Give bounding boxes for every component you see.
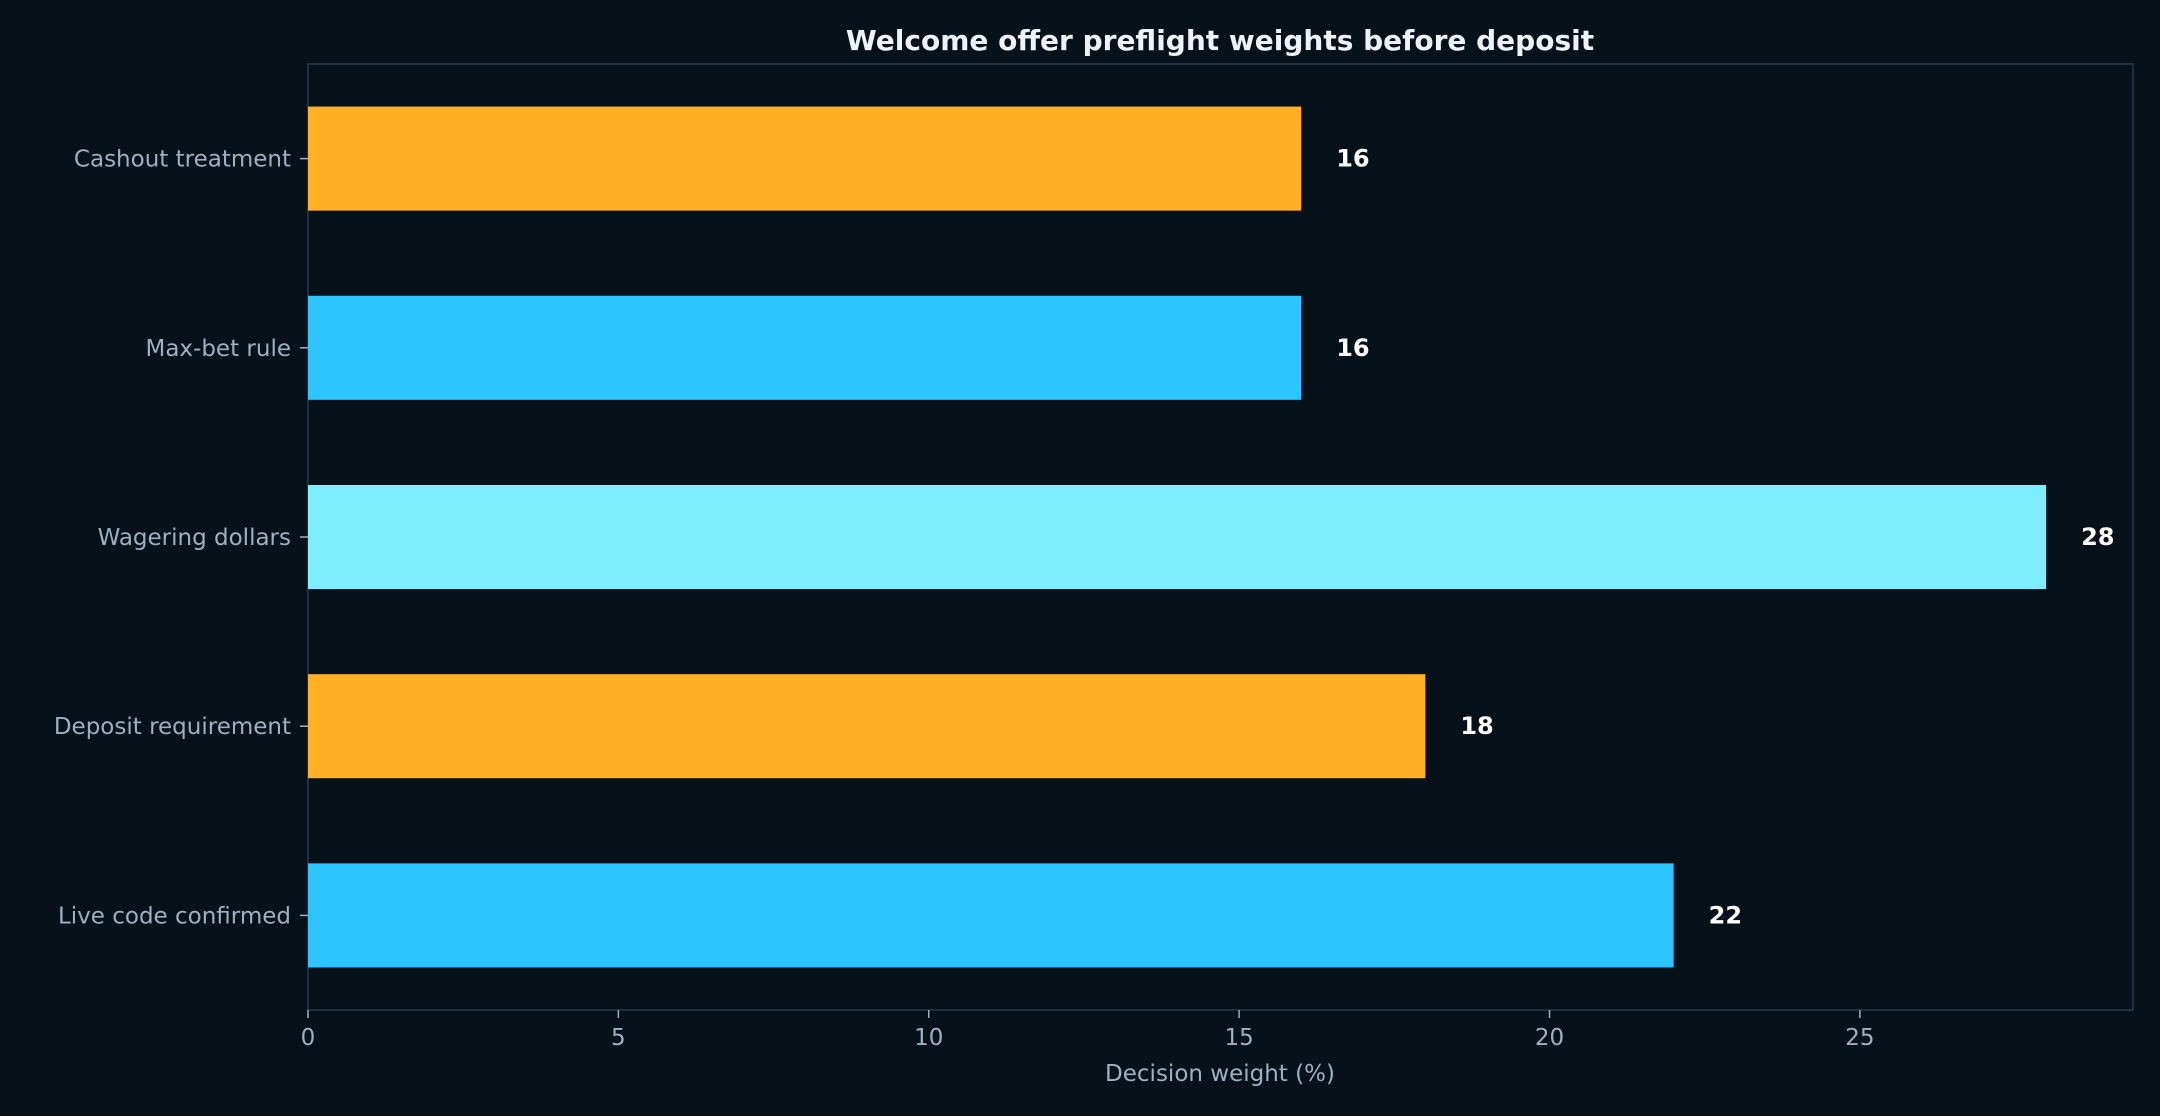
bar-value-label: 22 bbox=[1709, 901, 1742, 929]
value-labels-layer: 16 16 28 18 22 bbox=[1336, 145, 2114, 930]
y-tick-label: Wagering dollars bbox=[98, 525, 291, 551]
x-tick-label: 0 bbox=[301, 1025, 316, 1051]
bar-value-label: 16 bbox=[1336, 145, 1369, 173]
x-tick-label: 15 bbox=[1224, 1025, 1253, 1051]
bars-layer bbox=[308, 106, 2047, 968]
bar bbox=[308, 674, 1426, 779]
x-tick-label: 20 bbox=[1535, 1025, 1564, 1051]
y-tick-label: Deposit requirement bbox=[54, 714, 291, 740]
bar-value-label: 16 bbox=[1336, 334, 1369, 362]
y-tick-label: Cashout treatment bbox=[74, 147, 291, 173]
bar-value-label: 18 bbox=[1460, 712, 1493, 740]
x-tick-label: 25 bbox=[1845, 1025, 1874, 1051]
x-axis: 0 5 10 15 20 25 bbox=[301, 1010, 1875, 1051]
bar bbox=[308, 484, 2047, 590]
bar bbox=[308, 863, 1674, 968]
x-tick-label: 5 bbox=[611, 1025, 626, 1051]
chart-title: Welcome offer preflight weights before d… bbox=[846, 24, 1594, 57]
x-tick-label: 10 bbox=[914, 1025, 943, 1051]
y-axis: Cashout treatment Max-bet rule Wagering do… bbox=[54, 147, 308, 929]
bar bbox=[308, 295, 1302, 400]
x-axis-label: Decision weight (%) bbox=[1105, 1061, 1335, 1087]
bar bbox=[308, 106, 1302, 211]
y-tick-label: Max-bet rule bbox=[145, 336, 291, 362]
y-tick-label: Live code confirmed bbox=[58, 903, 291, 929]
bar-value-label: 28 bbox=[2081, 523, 2114, 551]
